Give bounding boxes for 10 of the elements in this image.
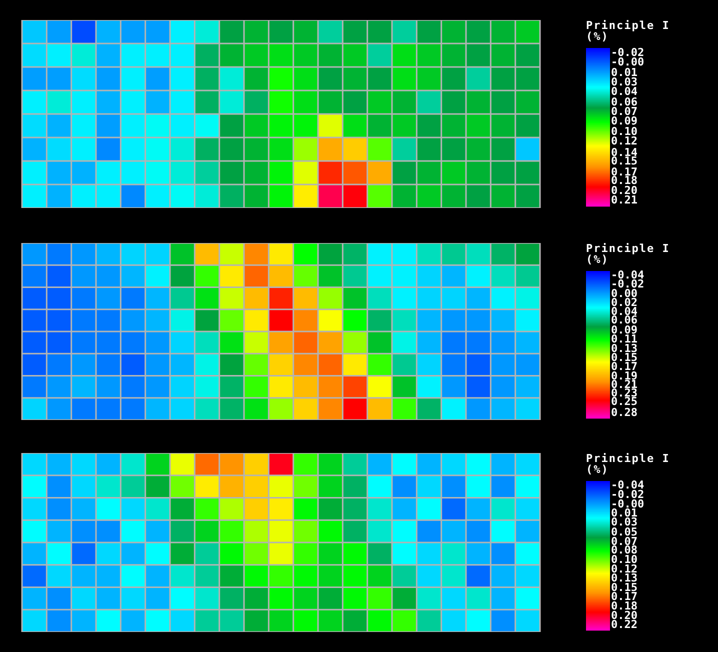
color-bar-label: 0.28 [611,406,638,420]
color-bar-label: 0.12 [611,134,638,148]
color-bar-title: Principle I (%) [586,242,671,266]
color-bar-label: 0.09 [611,114,638,128]
color-bar-label: 0.21 [611,194,638,207]
color-bar-title: Principle I (%) [586,19,671,43]
color-bar-label: 0.04 [611,85,638,98]
color-bar-label: 0.22 [611,618,638,632]
color-bar-title: Principle I (%) [586,452,671,476]
color-bar-label: -0.00 [611,56,644,69]
